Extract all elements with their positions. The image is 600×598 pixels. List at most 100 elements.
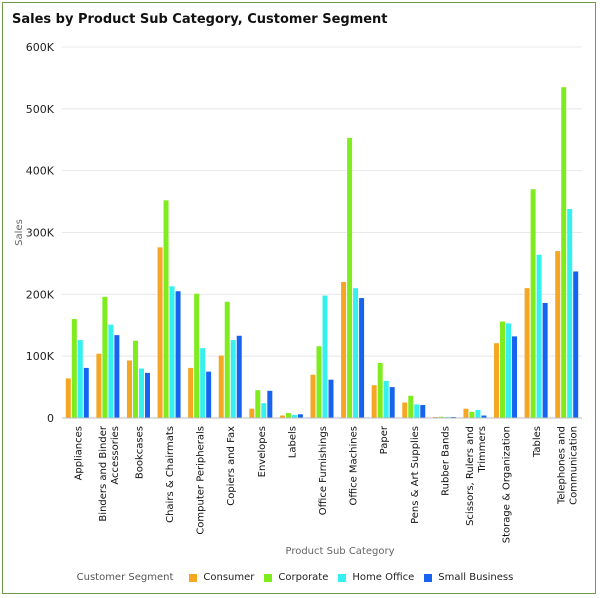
bar-small-business[interactable] — [236, 335, 242, 418]
bar-corporate[interactable] — [408, 395, 414, 418]
bar-consumer[interactable] — [126, 360, 132, 418]
bar-corporate[interactable] — [377, 362, 383, 418]
bar-corporate[interactable] — [102, 296, 108, 418]
bar-consumer[interactable] — [463, 408, 469, 418]
y-tick-label: 300K — [26, 227, 55, 240]
x-tick-label: Envelopes — [257, 426, 268, 477]
bar-home-office[interactable] — [108, 324, 114, 418]
bar-home-office[interactable] — [353, 288, 359, 418]
legend-label-small-business: Small Business — [438, 572, 514, 583]
x-tick-label: Office Furnishings — [318, 426, 329, 515]
bar-corporate[interactable] — [316, 346, 322, 418]
y-tick-label: 0 — [47, 412, 54, 425]
bar-corporate[interactable] — [285, 413, 291, 418]
bar-small-business[interactable] — [420, 405, 426, 418]
y-tick-label: 600K — [26, 41, 55, 54]
bar-corporate[interactable] — [71, 319, 77, 418]
bar-consumer[interactable] — [402, 402, 408, 418]
x-tick-label: Communication — [569, 426, 580, 505]
bar-small-business[interactable] — [83, 367, 89, 418]
legend-swatch-corporate — [264, 573, 273, 582]
bar-small-business[interactable] — [144, 372, 150, 418]
bar-small-business[interactable] — [359, 298, 365, 418]
x-tick-label: Office Machines — [349, 426, 360, 505]
bar-home-office[interactable] — [230, 340, 236, 418]
y-tick-label: 100K — [26, 350, 55, 363]
bar-home-office[interactable] — [138, 368, 144, 418]
x-tick-label: Telephones and — [557, 426, 568, 505]
bar-consumer[interactable] — [494, 343, 500, 418]
bar-small-business[interactable] — [297, 414, 303, 418]
bar-home-office[interactable] — [567, 209, 573, 418]
y-tick-label: 500K — [26, 103, 55, 116]
x-tick-label: Chairs & Chairmats — [165, 426, 176, 523]
bar-corporate[interactable] — [194, 293, 200, 418]
bar-home-office[interactable] — [506, 323, 512, 418]
bar-consumer[interactable] — [310, 374, 316, 418]
legend-label-corporate: Corporate — [278, 572, 329, 583]
legend-item-consumer[interactable]: Consumer — [189, 572, 254, 583]
bar-consumer[interactable] — [218, 355, 224, 418]
x-axis-title: Product Sub Category — [285, 546, 394, 557]
x-tick-label: Binders and Binder — [98, 425, 109, 521]
bar-corporate[interactable] — [132, 340, 138, 418]
bar-home-office[interactable] — [261, 403, 267, 418]
bar-consumer[interactable] — [157, 247, 163, 418]
y-axis-title: Sales — [14, 219, 25, 246]
x-tick-label: Storage & Organization — [502, 426, 513, 543]
bar-small-business[interactable] — [206, 371, 212, 418]
bar-home-office[interactable] — [169, 286, 175, 418]
bar-home-office[interactable] — [414, 404, 420, 418]
bar-small-business[interactable] — [114, 335, 120, 418]
bar-small-business[interactable] — [573, 271, 579, 418]
chart-title: Sales by Product Sub Category, Customer … — [12, 12, 388, 27]
bar-small-business[interactable] — [389, 387, 395, 418]
bar-corporate[interactable] — [530, 189, 536, 418]
bar-corporate[interactable] — [561, 87, 567, 419]
bar-consumer[interactable] — [65, 378, 71, 418]
bar-consumer[interactable] — [279, 415, 285, 418]
bar-corporate[interactable] — [255, 390, 261, 418]
y-tick-label: 200K — [26, 288, 55, 301]
legend-item-small-business[interactable]: Small Business — [424, 572, 513, 583]
x-tick-label: Paper — [379, 425, 390, 454]
bar-consumer[interactable] — [555, 251, 561, 418]
bar-consumer[interactable] — [524, 288, 530, 418]
bar-consumer[interactable] — [96, 353, 102, 418]
bar-home-office[interactable] — [77, 340, 83, 418]
bar-home-office[interactable] — [291, 414, 297, 418]
bar-corporate[interactable] — [347, 137, 353, 418]
bar-small-business[interactable] — [542, 302, 548, 418]
bar-home-office[interactable] — [536, 254, 542, 418]
legend-swatch-small-business — [424, 573, 433, 582]
bar-home-office[interactable] — [475, 409, 481, 418]
bar-consumer[interactable] — [371, 385, 377, 418]
bar-home-office[interactable] — [200, 348, 206, 418]
bar-corporate[interactable] — [224, 301, 230, 418]
bar-consumer[interactable] — [249, 408, 255, 418]
bar-home-office[interactable] — [322, 295, 328, 418]
bar-home-office[interactable] — [383, 380, 389, 418]
bar-small-business[interactable] — [267, 390, 273, 418]
legend-item-home-office[interactable]: Home Office — [338, 572, 414, 583]
legend-label-consumer: Consumer — [203, 572, 255, 583]
bar-corporate[interactable] — [438, 416, 444, 418]
bar-small-business[interactable] — [328, 379, 334, 418]
bar-small-business[interactable] — [512, 336, 518, 418]
x-tick-label: Accessories — [110, 426, 121, 485]
x-tick-label: Scissors, Rulers and — [465, 426, 476, 526]
legend-swatch-home-office — [338, 573, 347, 582]
bar-consumer[interactable] — [341, 281, 347, 418]
x-tick-label: Tables — [532, 426, 543, 458]
bar-small-business[interactable] — [175, 291, 181, 418]
bar-consumer[interactable] — [188, 367, 194, 418]
y-tick-label: 400K — [26, 165, 55, 178]
bar-corporate[interactable] — [163, 200, 169, 418]
bar-small-business[interactable] — [481, 415, 487, 418]
legend-item-corporate[interactable]: Corporate — [264, 572, 328, 583]
legend-label-home-office: Home Office — [352, 572, 415, 583]
x-tick-label: Trimmers — [477, 426, 488, 473]
bar-corporate[interactable] — [500, 321, 506, 418]
bar-corporate[interactable] — [469, 411, 475, 418]
